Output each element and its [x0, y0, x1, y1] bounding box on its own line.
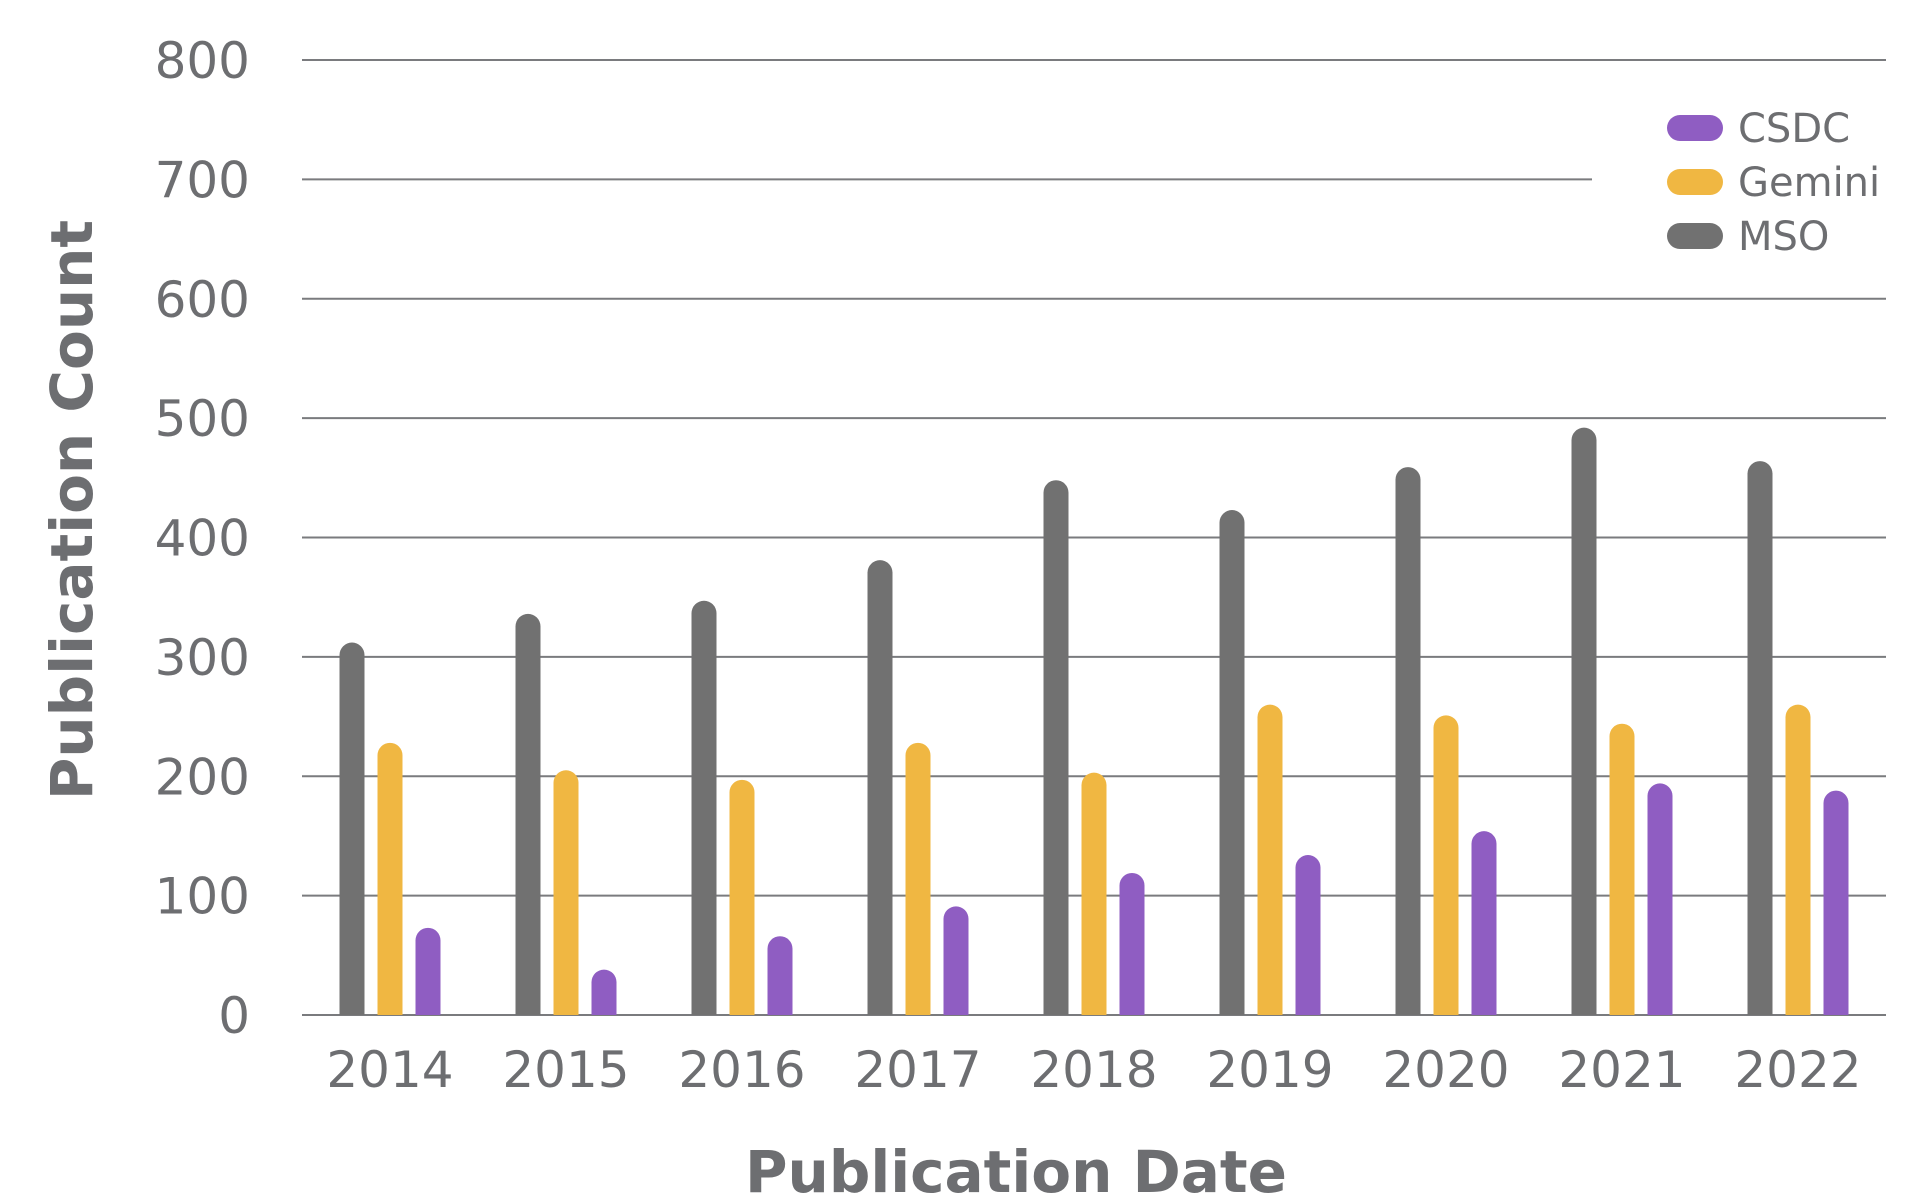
- y-tick-label: 0: [218, 987, 250, 1045]
- legend-swatch-gemini: [1667, 169, 1723, 195]
- bar-gemini-2017: [905, 742, 931, 1015]
- legend-label-gemini: Gemini: [1738, 160, 1880, 206]
- x-tick-label: 2018: [1030, 1041, 1157, 1099]
- x-tick-label: 2016: [678, 1041, 805, 1099]
- bar-mso-2018: [1043, 480, 1069, 1015]
- bar-mso-2015: [515, 613, 541, 1015]
- bar-gemini-2016: [729, 779, 755, 1015]
- bar-mso-2019: [1219, 510, 1245, 1015]
- bar-csdc-2019: [1295, 855, 1321, 1015]
- x-tick-label: 2014: [326, 1041, 453, 1099]
- y-tick-label: 200: [155, 748, 250, 806]
- bar-gemini-2018: [1081, 772, 1107, 1015]
- x-tick-label: 2017: [854, 1041, 981, 1099]
- y-tick-label: 700: [155, 151, 250, 209]
- bar-csdc-2022: [1823, 790, 1849, 1015]
- x-tick-label: 2022: [1734, 1041, 1861, 1099]
- bar-gemini-2014: [377, 742, 403, 1015]
- y-tick-label: 300: [155, 629, 250, 687]
- legend-swatch-mso: [1667, 223, 1723, 249]
- bar-csdc-2020: [1471, 831, 1497, 1015]
- bar-csdc-2014: [415, 927, 441, 1015]
- bar-csdc-2016: [767, 936, 793, 1015]
- bar-gemini-2019: [1257, 704, 1283, 1015]
- legend: CSDC Gemini MSO: [1667, 106, 1880, 260]
- bar-csdc-2018: [1119, 872, 1145, 1015]
- bars: [339, 427, 1849, 1016]
- x-tick-label: 2020: [1382, 1041, 1509, 1099]
- y-tick-label: 500: [155, 390, 250, 448]
- x-axis-ticks: 2014 2015 2016 2017 2018 2019 2020 2021 2022: [326, 1041, 1861, 1099]
- legend-swatch-csdc: [1667, 115, 1723, 141]
- y-tick-label: 600: [155, 271, 250, 329]
- legend-label-csdc: CSDC: [1738, 106, 1850, 152]
- bar-mso-2017: [867, 560, 893, 1015]
- bar-mso-2022: [1747, 461, 1773, 1016]
- y-axis-ticks: 0 100 200 300 400 500 600 700 800: [155, 32, 250, 1045]
- bar-gemini-2020: [1433, 715, 1459, 1015]
- bar-mso-2014: [339, 642, 365, 1015]
- x-tick-label: 2021: [1558, 1041, 1685, 1099]
- bar-mso-2020: [1395, 467, 1421, 1016]
- bar-mso-2016: [691, 600, 717, 1015]
- bar-gemini-2015: [553, 770, 579, 1015]
- y-axis-title: Publication Count: [38, 220, 106, 800]
- bar-csdc-2017: [943, 906, 969, 1015]
- y-tick-label: 100: [155, 868, 250, 926]
- bar-mso-2021: [1571, 427, 1597, 1016]
- x-tick-label: 2019: [1206, 1041, 1333, 1099]
- bar-gemini-2021: [1609, 723, 1635, 1015]
- bar-gemini-2022: [1785, 704, 1811, 1015]
- bar-csdc-2021: [1647, 783, 1673, 1015]
- bar-csdc-2015: [591, 969, 617, 1015]
- y-tick-label: 400: [155, 510, 250, 568]
- x-tick-label: 2015: [502, 1041, 629, 1099]
- x-axis-title: Publication Date: [745, 1138, 1287, 1200]
- y-tick-label: 800: [155, 32, 250, 90]
- legend-label-mso: MSO: [1738, 214, 1829, 260]
